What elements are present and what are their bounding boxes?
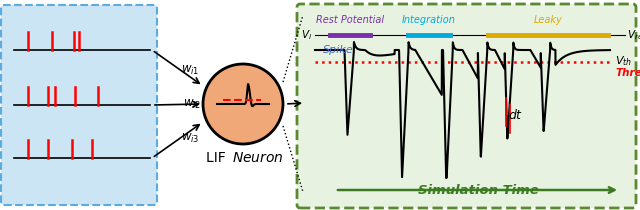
Text: $V_l$: $V_l$ [301, 28, 312, 42]
Text: $w_{i2}$: $w_{i2}$ [183, 97, 201, 110]
Text: $w_{i3}$: $w_{i3}$ [180, 131, 199, 144]
FancyBboxPatch shape [1, 5, 157, 205]
Text: Simulation Time: Simulation Time [417, 184, 538, 197]
Text: $V_{th}$: $V_{th}$ [615, 54, 632, 68]
Text: Threshold: Threshold [615, 68, 640, 78]
Text: Rest Potential: Rest Potential [316, 15, 384, 25]
Text: LIF: LIF [206, 151, 230, 165]
Text: Leaky: Leaky [534, 15, 563, 25]
Text: $dt$: $dt$ [508, 108, 523, 122]
Text: $\it{Neuron}$: $\it{Neuron}$ [232, 151, 284, 165]
Text: $w_{i1}$: $w_{i1}$ [181, 63, 199, 77]
Circle shape [203, 64, 283, 144]
Text: Spike: Spike [323, 45, 354, 55]
Text: $V_{rest}$: $V_{rest}$ [627, 28, 640, 42]
FancyBboxPatch shape [297, 4, 636, 208]
Text: Integration: Integration [402, 15, 456, 25]
